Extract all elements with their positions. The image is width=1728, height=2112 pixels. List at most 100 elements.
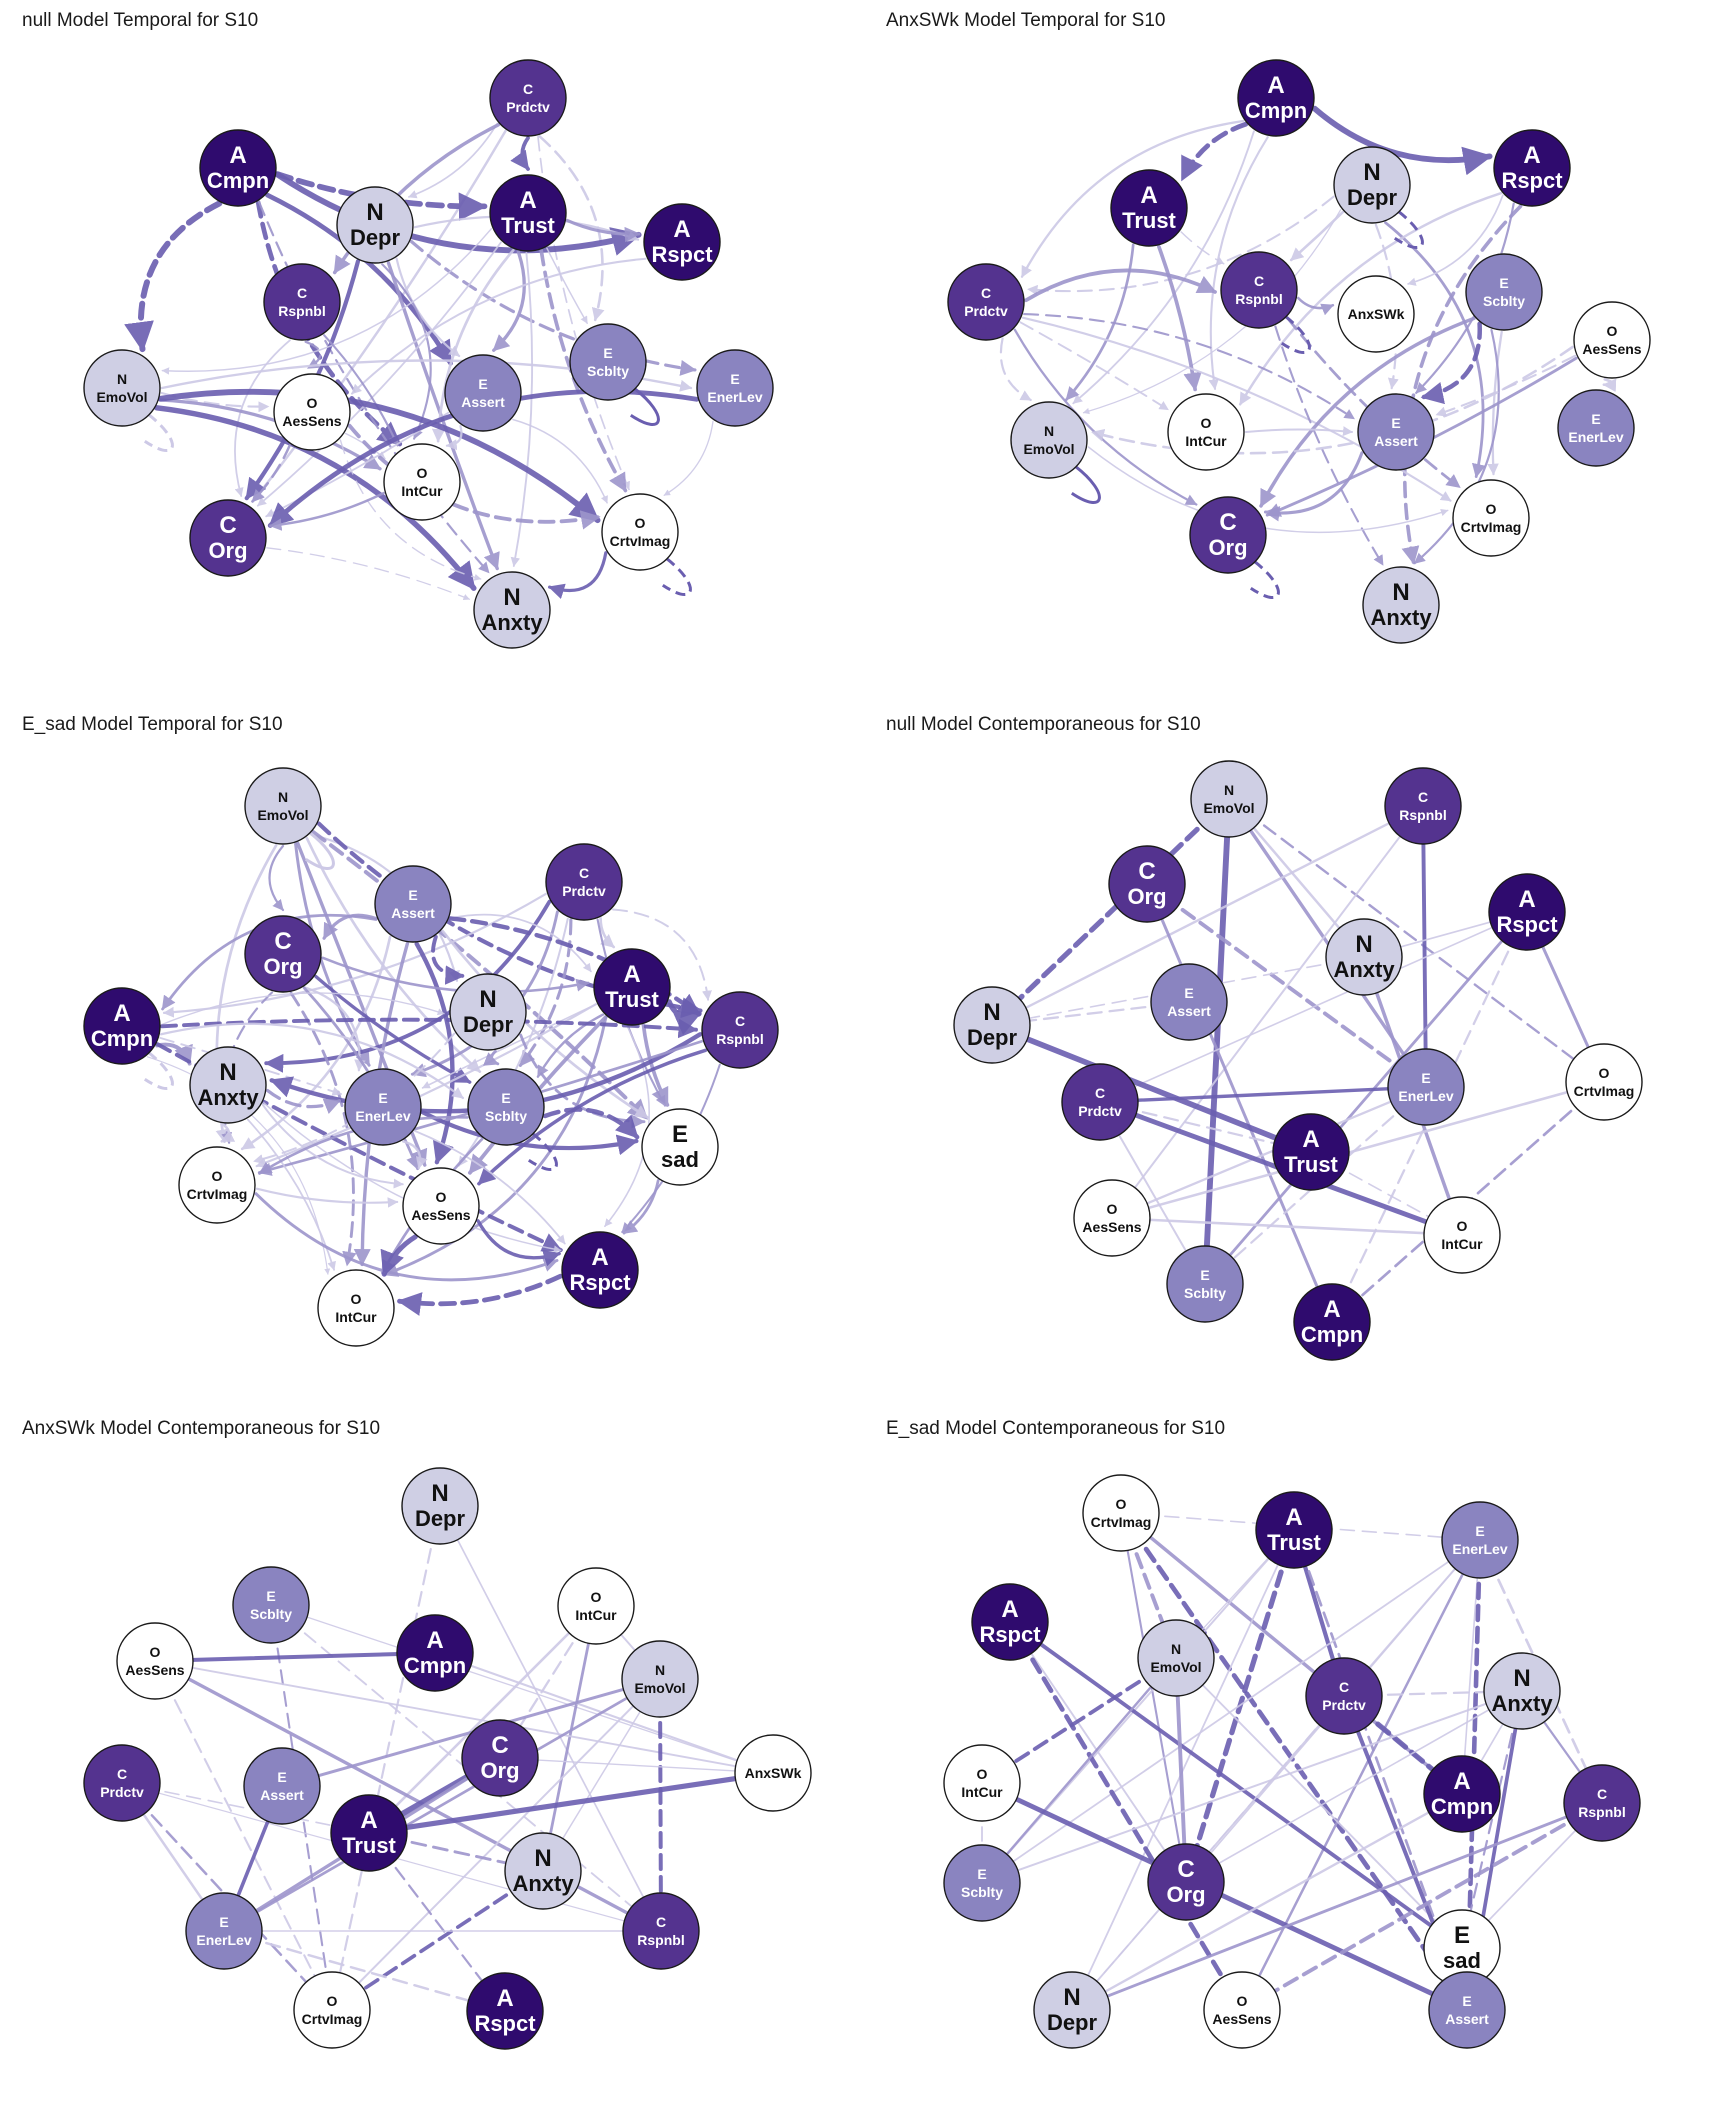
node-anxswk[interactable]: AnxSWk bbox=[1337, 275, 1415, 353]
node-E-assert[interactable]: E Assert bbox=[374, 865, 452, 943]
node-C-prdctv[interactable]: C Prdctv bbox=[947, 263, 1025, 341]
node-E-assert[interactable]: E Assert bbox=[1357, 393, 1435, 471]
panel-title: E_sad Model Temporal for S10 bbox=[22, 714, 283, 735]
node-E-enerlev[interactable]: E EnerLev bbox=[696, 349, 774, 427]
node-C-prdctv[interactable]: C Prdctv bbox=[489, 59, 567, 137]
node-E-scblty[interactable]: E Scblty bbox=[943, 1844, 1021, 1922]
node-N-emovol[interactable]: N EmoVol bbox=[83, 349, 161, 427]
node-C-prdctv[interactable]: C Prdctv bbox=[1061, 1063, 1139, 1141]
node-O-aessens[interactable]: O AesSens bbox=[1203, 1971, 1281, 2049]
node-N-emovol[interactable]: N EmoVol bbox=[1010, 401, 1088, 479]
node-E-enerlev[interactable]: E EnerLev bbox=[1557, 389, 1635, 467]
node-O-aessens[interactable]: O AesSens bbox=[116, 1622, 194, 1700]
node-E-scblty[interactable]: E Scblty bbox=[1465, 253, 1543, 331]
node-E-scblty[interactable]: E Scblty bbox=[1166, 1245, 1244, 1323]
node-O-crtvimag[interactable]: O CrtvImag bbox=[1082, 1474, 1160, 1552]
node-N-emovol[interactable]: N EmoVol bbox=[244, 767, 322, 845]
node-C-rspnbl[interactable]: C Rspnbl bbox=[1220, 251, 1298, 329]
node-E-assert[interactable]: E Assert bbox=[1428, 1971, 1506, 2049]
node-O-intcur[interactable]: O IntCur bbox=[1423, 1196, 1501, 1274]
node-N-emovol[interactable]: N EmoVol bbox=[621, 1640, 699, 1718]
node-O-intcur[interactable]: O IntCur bbox=[1167, 393, 1245, 471]
node-O-aessens[interactable]: O AesSens bbox=[402, 1167, 480, 1245]
node-anxswk[interactable]: AnxSWk bbox=[734, 1734, 812, 1812]
node-N-emovol[interactable]: N EmoVol bbox=[1190, 760, 1268, 838]
edge bbox=[331, 1678, 661, 2011]
node-E-enerlev[interactable]: E EnerLev bbox=[1387, 1048, 1465, 1126]
node-O-crtvimag[interactable]: O CrtvImag bbox=[293, 1971, 371, 2049]
edge bbox=[981, 1539, 1481, 1884]
edge bbox=[366, 1770, 776, 1836]
edge bbox=[431, 248, 515, 443]
node-C-prdctv[interactable]: C Prdctv bbox=[83, 1744, 161, 1822]
node-circle bbox=[383, 443, 461, 521]
node-E-enerlev[interactable]: E EnerLev bbox=[1441, 1501, 1519, 1579]
node-O-crtvimag[interactable]: O CrtvImag bbox=[601, 493, 679, 571]
node-O-aessens[interactable]: O AesSens bbox=[1073, 1179, 1151, 1257]
node-O-intcur[interactable]: O IntCur bbox=[317, 1269, 395, 1347]
node-E-scblty[interactable]: E Scblty bbox=[232, 1566, 310, 1644]
node-E-scblty[interactable]: E Scblty bbox=[569, 323, 647, 401]
node-E-assert[interactable]: E Assert bbox=[444, 354, 522, 432]
node-N-emovol[interactable]: N EmoVol bbox=[1137, 1619, 1215, 1697]
node-E-enerlev[interactable]: E EnerLev bbox=[344, 1068, 422, 1146]
node-C-rspnbl[interactable]: C Rspnbl bbox=[1563, 1764, 1641, 1842]
node-O-crtvimag[interactable]: O CrtvImag bbox=[1452, 479, 1530, 557]
node-O-crtvimag[interactable]: O CrtvImag bbox=[1565, 1043, 1643, 1121]
node-O-intcur[interactable]: O IntCur bbox=[943, 1744, 1021, 1822]
node-E-enerlev[interactable]: E EnerLev bbox=[185, 1892, 263, 1970]
node-O-aessens[interactable]: O AesSens bbox=[273, 373, 351, 451]
node-E-assert[interactable]: E Assert bbox=[1150, 963, 1228, 1041]
node-C-rspnbl[interactable]: C Rspnbl bbox=[263, 263, 341, 341]
node-E-scblty[interactable]: E Scblty bbox=[467, 1068, 545, 1146]
node-C-prdctv[interactable]: C Prdctv bbox=[1305, 1657, 1383, 1735]
node-O-intcur[interactable]: O IntCur bbox=[383, 443, 461, 521]
node-C-prdctv[interactable]: C Prdctv bbox=[545, 843, 623, 921]
node-C-rspnbl[interactable]: C Rspnbl bbox=[622, 1892, 700, 1970]
node-E-assert[interactable]: E Assert bbox=[243, 1747, 321, 1825]
node-C-rspnbl[interactable]: C Rspnbl bbox=[701, 991, 779, 1069]
node-C-rspnbl[interactable]: C Rspnbl bbox=[1384, 767, 1462, 845]
node-O-aessens[interactable]: O AesSens bbox=[1573, 301, 1651, 379]
node-O-intcur[interactable]: O IntCur bbox=[557, 1567, 635, 1645]
node-O-crtvimag[interactable]: O CrtvImag bbox=[178, 1146, 256, 1224]
